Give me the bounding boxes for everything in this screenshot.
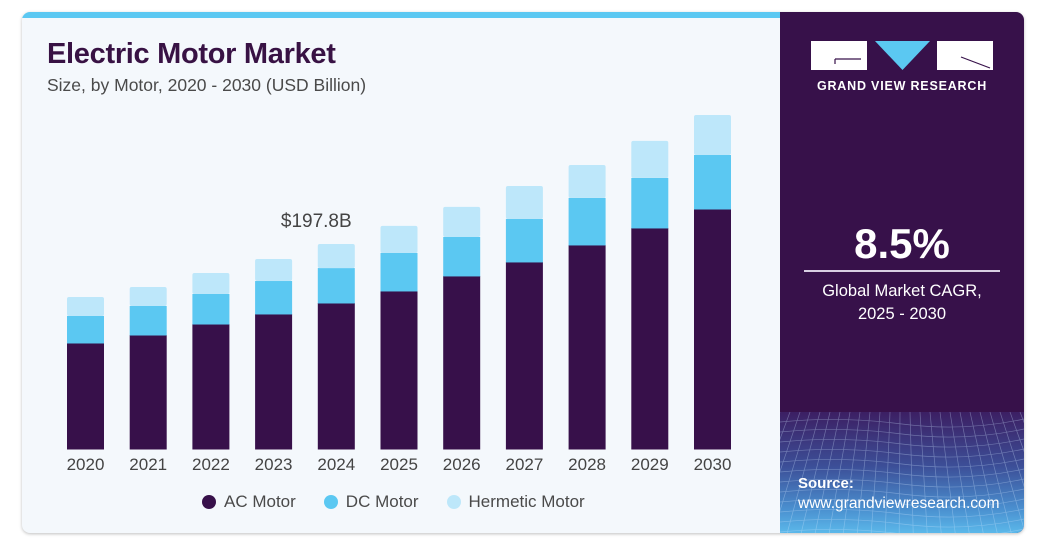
bar-stack-2023 (255, 259, 293, 450)
bar-ac-motor-2024 (317, 302, 355, 450)
bar-ac-motor-2023 (255, 313, 293, 450)
grid-background-decoration (780, 412, 1024, 533)
bar-stack-2028 (568, 164, 606, 450)
bar-hermetic-motor-2028 (568, 164, 606, 198)
bar-ac-motor-2029 (631, 227, 669, 450)
bar-ac-motor-2026 (443, 275, 481, 450)
bar-stack-2024 (317, 244, 355, 450)
bar-stack-2030 (694, 115, 731, 450)
legend-item-hermetic-motor: Hermetic Motor (446, 492, 585, 512)
bar-dc-motor-2027 (505, 218, 543, 263)
legend-swatch-hermetic-motor (446, 495, 461, 509)
x-tick-label: 2022 (192, 455, 230, 474)
cagr-label-line2: 2025 - 2030 (857, 305, 947, 323)
cagr-label: Global Market CAGR, 2025 - 2030 (780, 280, 1024, 326)
x-tick-label: 2023 (255, 455, 293, 474)
bar-stack-2025 (380, 225, 418, 450)
brand-name: GRAND VIEW RESEARCH (816, 79, 988, 93)
bar-dc-motor-2023 (255, 281, 293, 315)
bar-hermetic-motor-2021 (129, 287, 167, 306)
legend-item-ac-motor: AC Motor (202, 492, 296, 512)
chart-title: Electric Motor Market (47, 38, 336, 70)
bar-stack-2027 (505, 185, 543, 450)
bar-ac-motor-2025 (380, 290, 418, 450)
cagr-value: 8.5% (854, 220, 950, 267)
bar-dc-motor-2026 (443, 236, 481, 277)
bar-chart: 2020 2021 2022 2023 2024 $197.8B 2025 2026 2027 2… (67, 115, 732, 474)
source-url[interactable]: www.grandviewresearch.com (798, 495, 1000, 512)
x-tick-label: 2020 (67, 455, 105, 474)
bar-ac-motor-2022 (192, 324, 230, 450)
divider (804, 270, 1000, 272)
x-tick-label: 2024 (317, 455, 355, 474)
bar-hermetic-motor-2029 (631, 140, 669, 178)
bar-dc-motor-2029 (631, 177, 669, 229)
x-tick-label: 2026 (443, 455, 481, 474)
info-panel: GRAND VIEW RESEARCH 8.5% Global Market C… (780, 12, 1024, 533)
bar-stack-2020 (67, 296, 104, 450)
chart-subtitle: Size, by Motor, 2020 - 2030 (USD Billion… (47, 75, 367, 95)
bar-hermetic-motor-2025 (380, 225, 418, 253)
bar-stack-2029 (631, 140, 669, 450)
bar-hermetic-motor-2027 (505, 185, 543, 219)
bar-hermetic-motor-2020 (67, 296, 104, 316)
bar-dc-motor-2028 (568, 197, 606, 246)
legend-label: AC Motor (224, 492, 296, 511)
bar-hermetic-motor-2022 (192, 272, 230, 294)
bar-hermetic-motor-2026 (443, 206, 481, 237)
bar-ac-motor-2020 (67, 342, 104, 450)
bar-stack-2026 (443, 206, 481, 450)
x-tick-label: 2028 (568, 455, 606, 474)
bar-dc-motor-2030 (694, 155, 731, 210)
bar-hermetic-motor-2023 (255, 259, 293, 282)
bar-stack-2022 (192, 272, 230, 450)
source-label: Source: (798, 475, 854, 492)
bar-dc-motor-2022 (192, 293, 230, 325)
bar-dc-motor-2025 (380, 252, 418, 292)
bar-ac-motor-2027 (505, 261, 543, 450)
accent-strip (22, 12, 780, 18)
cagr-label-line1: Global Market CAGR, (822, 282, 982, 300)
x-tick-label: 2029 (631, 455, 669, 474)
gvr-logo-icon (811, 41, 993, 70)
x-tick-label: 2021 (129, 455, 167, 474)
legend-label: Hermetic Motor (468, 492, 585, 511)
legend: AC Motor DC Motor Hermetic Motor (202, 492, 613, 512)
mesh-icon (780, 412, 1024, 533)
data-label-2024: $197.8B (281, 211, 352, 232)
bar-stack-2021 (129, 287, 167, 450)
legend-swatch-dc-motor (323, 495, 338, 509)
bar-dc-motor-2024 (317, 268, 355, 304)
bar-dc-motor-2021 (129, 305, 167, 336)
legend-item-dc-motor: DC Motor (323, 492, 419, 512)
legend-swatch-ac-motor (202, 495, 216, 509)
chart-card: Electric Motor Market Size, by Motor, 20… (22, 12, 1024, 533)
bar-ac-motor-2021 (129, 335, 167, 450)
bar-hermetic-motor-2024 (317, 244, 355, 269)
legend-label: DC Motor (345, 492, 419, 511)
bar-ac-motor-2028 (568, 244, 606, 450)
bar-dc-motor-2020 (67, 315, 104, 344)
x-tick-label: 2027 (505, 455, 543, 474)
x-tick-label: 2025 (380, 455, 418, 474)
bar-ac-motor-2030 (694, 209, 731, 450)
x-tick-label: 2030 (694, 455, 732, 474)
bar-hermetic-motor-2030 (694, 115, 731, 156)
